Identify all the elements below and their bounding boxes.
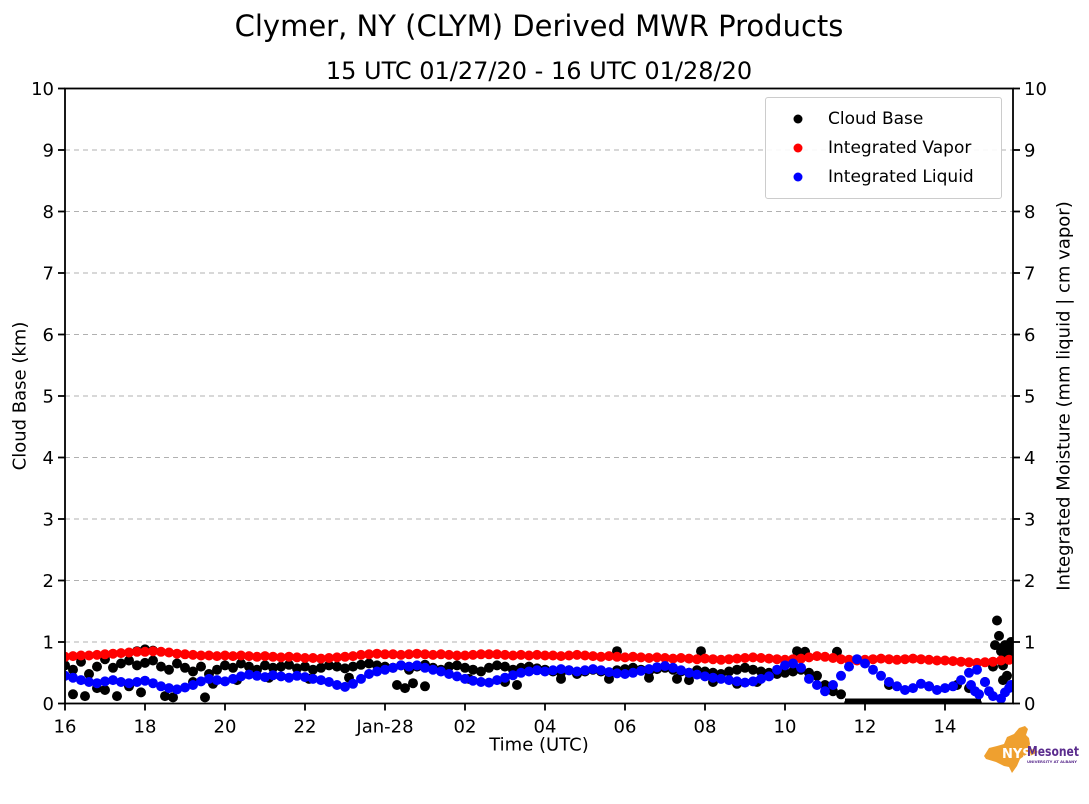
x-tick-label: 02 (454, 717, 477, 738)
x-axis-label: Time (UTC) (489, 734, 589, 756)
y-tick-label-left: 7 (43, 263, 54, 284)
legend: Cloud Base Integrated Vapor Integrated L… (765, 97, 1002, 199)
y-tick-label-right: 1 (1024, 632, 1035, 653)
y-axis-label-right: Integrated Moisture (mm liquid | cm vapo… (1053, 201, 1075, 591)
cloud-base-marker-icon (783, 114, 813, 124)
y-axis-label-left: Cloud Base (km) (9, 321, 31, 471)
legend-label-cloud-base: Cloud Base (828, 108, 924, 129)
nys-mesonet-logo: NYS Mesonet UNIVERSITY AT ALBANY (984, 726, 1079, 773)
x-tick-label: 12 (854, 717, 877, 738)
y-tick-label-right: 6 (1024, 325, 1035, 346)
y-tick-label-left: 1 (43, 632, 54, 653)
logo-org-text: NYS (1002, 747, 1032, 762)
y-tick-label-left: 10 (31, 79, 54, 100)
y-tick-label-right: 9 (1024, 140, 1035, 161)
y-tick-label-left: 6 (43, 325, 54, 346)
y-tick-label-right: 7 (1024, 263, 1035, 284)
y-tick-label-left: 4 (43, 448, 54, 469)
legend-item-integrated-vapor: Integrated Vapor (766, 133, 1001, 162)
y-tick-label-left: 2 (43, 571, 54, 592)
y-tick-label-left: 9 (43, 140, 54, 161)
x-tick-label: 10 (774, 717, 797, 738)
y-tick-label-left: 5 (43, 386, 54, 407)
y-tick-label-left: 3 (43, 509, 54, 530)
y-tick-label-right: 3 (1024, 509, 1035, 530)
series-integrated-liquid (65, 654, 1013, 704)
x-tick-label: 22 (294, 717, 317, 738)
y-tick-label-right: 10 (1024, 79, 1047, 100)
x-tick-label: 20 (214, 717, 237, 738)
x-tick-label: 18 (134, 717, 157, 738)
y-tick-label-right: 8 (1024, 202, 1035, 223)
legend-item-integrated-liquid: Integrated Liquid (766, 162, 1001, 191)
logo-name-text: Mesonet (1027, 745, 1079, 760)
chart-title: Clymer, NY (CLYM) Derived MWR Products (234, 9, 844, 43)
integrated-vapor-marker-icon (783, 143, 813, 153)
x-tick-label: 06 (614, 717, 637, 738)
y-tick-label-right: 2 (1024, 571, 1035, 592)
chart-subtitle: 15 UTC 01/27/20 - 16 UTC 01/28/20 (325, 57, 753, 85)
integrated-liquid-marker-icon (783, 172, 813, 182)
legend-label-integrated-vapor: Integrated Vapor (828, 137, 972, 158)
y-tick-label-right: 4 (1024, 448, 1035, 469)
y-tick-label-left: 0 (43, 694, 54, 715)
ny-state-icon (984, 726, 1038, 773)
logo-tagline-text: UNIVERSITY AT ALBANY (1027, 759, 1077, 764)
legend-item-cloud-base: Cloud Base (766, 104, 1001, 133)
x-tick-label: 04 (534, 717, 557, 738)
y-tick-label-right: 0 (1024, 694, 1035, 715)
y-tick-label-left: 8 (43, 202, 54, 223)
x-tick-label: 08 (694, 717, 717, 738)
x-tick-label: Jan-28 (355, 717, 413, 738)
x-tick-label: 14 (934, 717, 957, 738)
x-tick-label: 16 (54, 717, 77, 738)
y-tick-label-right: 5 (1024, 386, 1035, 407)
series-integrated-vapor (65, 646, 1013, 668)
legend-label-integrated-liquid: Integrated Liquid (828, 166, 974, 187)
